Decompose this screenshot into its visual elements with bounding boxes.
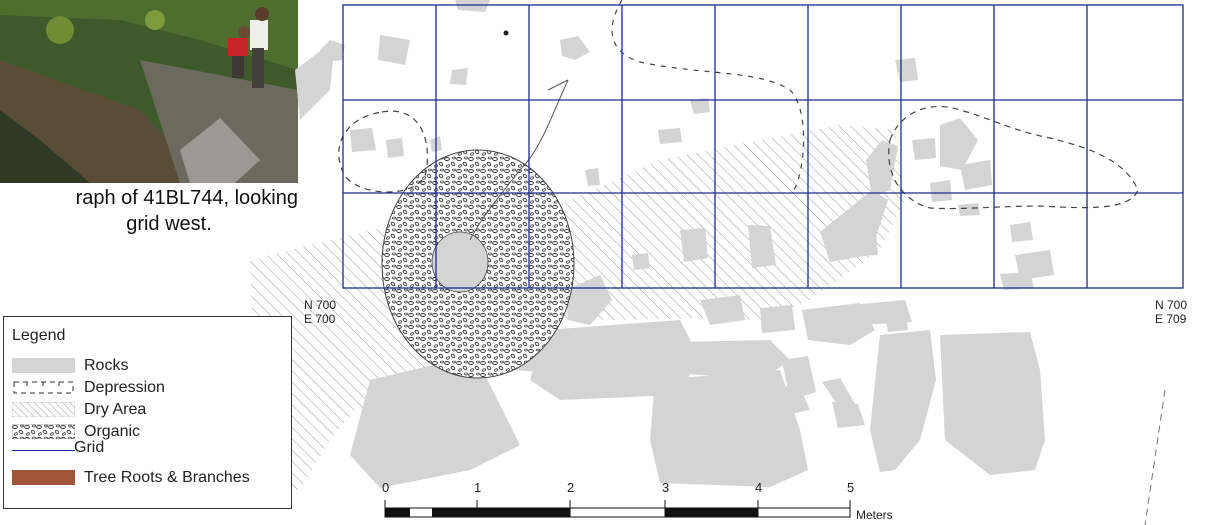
legend-item-dry: Dry Area (12, 399, 287, 421)
legend-swatch-rocks (12, 358, 75, 373)
scale-bar-segment (385, 508, 410, 517)
organic-layer (381, 149, 575, 379)
rock (940, 332, 1045, 475)
rock (1000, 272, 1034, 290)
root-line (547, 79, 569, 91)
legend-title: Legend (12, 327, 66, 344)
rock (350, 355, 520, 488)
legend-label-rocks: Rocks (84, 357, 129, 374)
legend-item-roots: Tree Roots & Branches (12, 467, 287, 489)
rock (960, 160, 992, 190)
depression (888, 105, 1139, 210)
rock (378, 35, 410, 65)
rock (866, 140, 898, 198)
corner-sw-north: N 700 (304, 298, 337, 312)
rock (748, 225, 776, 268)
rock (680, 340, 790, 380)
rock (690, 98, 710, 114)
rock (350, 128, 376, 152)
legend-swatch-dry (12, 402, 75, 417)
rock (958, 203, 980, 216)
scale-bar-segment (477, 508, 570, 517)
legend-label-depression: Depression (84, 379, 165, 396)
corner-label-sw: N 700 E 700 (304, 298, 336, 326)
legend-item-organic: Organic (12, 421, 287, 443)
scale-label-4: 4 (755, 480, 763, 495)
scale-label-1: 1 (474, 480, 482, 495)
dashed-boundary (1144, 389, 1166, 525)
legend-label-organic: Organic (84, 423, 141, 440)
scale-bar-segment (432, 508, 477, 517)
rock (658, 128, 682, 144)
rock (632, 253, 650, 270)
corner-se-north: N 700 (1155, 298, 1188, 312)
grid-outline (342, 4, 1184, 289)
photo-caption-line2: grid west. (126, 213, 212, 235)
rock (386, 138, 404, 158)
scale-label-2: 2 (567, 480, 575, 495)
scale-label-0: 0 (382, 480, 390, 495)
root-line (469, 79, 569, 241)
scale-unit: Meters (856, 508, 893, 522)
grid-layer (342, 4, 1184, 289)
scale-label-5: 5 (847, 480, 855, 495)
legend-label-dry: Dry Area (84, 401, 147, 418)
scale-label-3: 3 (662, 480, 670, 495)
rock (295, 40, 335, 120)
dry-area (250, 225, 470, 490)
rock (870, 330, 936, 472)
legend: Legend Rocks Depression Dry Area (3, 316, 292, 509)
rock (930, 180, 952, 202)
rock (560, 36, 590, 60)
rock (700, 295, 745, 325)
rock (650, 370, 808, 487)
corner-label-se: N 700 E 709 (1155, 298, 1187, 326)
rock (431, 231, 489, 293)
site-photo-image (0, 0, 298, 183)
rock (895, 58, 918, 82)
rock (858, 232, 878, 256)
legend-swatch-roots (12, 470, 75, 485)
rock (912, 138, 936, 160)
legend-item-grid: Grid (12, 439, 287, 461)
scale-bar (384, 500, 851, 518)
photo-caption: raph of 41BL744, looking grid west. (0, 185, 298, 237)
legend-swatch-depression (13, 381, 74, 394)
legend-swatch-organic (12, 424, 75, 439)
corner-se-east: E 709 (1155, 312, 1187, 326)
rock (1010, 222, 1033, 242)
legend-label-roots: Tree Roots & Branches (84, 469, 250, 486)
rock (940, 118, 978, 170)
marker-dot (503, 30, 509, 36)
rock (885, 310, 908, 332)
rock (585, 168, 600, 186)
legend-item-depression: Depression (12, 377, 287, 399)
photo-caption-line1: raph of 41BL744, looking (75, 187, 298, 209)
rock (680, 228, 708, 262)
rock (450, 68, 468, 85)
corner-sw-east: E 700 (304, 312, 336, 326)
rock (832, 402, 865, 428)
legend-swatch-grid (12, 450, 75, 451)
legend-label-grid: Grid (74, 439, 105, 456)
rock (760, 305, 795, 333)
rock (770, 385, 810, 415)
scale-bar-segment (665, 508, 758, 517)
site-photo (0, 0, 298, 183)
legend-item-rocks: Rocks (12, 355, 287, 377)
rock (455, 0, 490, 12)
